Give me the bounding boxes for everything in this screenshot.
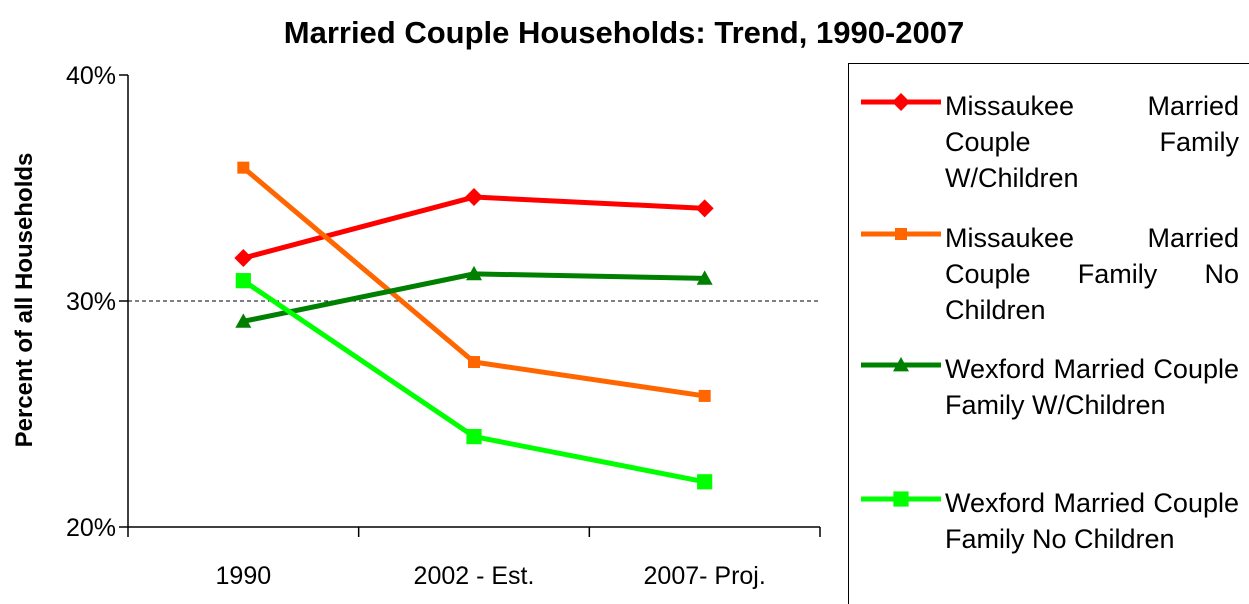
y-tick-label: 40% bbox=[66, 62, 116, 90]
data-point bbox=[237, 161, 250, 174]
legend-swatch bbox=[861, 491, 941, 507]
data-point bbox=[466, 265, 482, 281]
data-point bbox=[468, 356, 480, 369]
series-line bbox=[242, 271, 705, 324]
legend-swatch bbox=[861, 357, 941, 372]
y-tick-label: 30% bbox=[66, 288, 116, 316]
marker bbox=[893, 357, 909, 372]
data-point bbox=[697, 474, 713, 490]
data-point bbox=[695, 199, 714, 218]
x-tick-label: 1990 bbox=[216, 562, 272, 590]
legend: Missaukee Married Couple Family W/Childr… bbox=[848, 63, 1249, 604]
data-point bbox=[465, 188, 483, 207]
marker bbox=[893, 491, 909, 507]
data-point bbox=[466, 429, 482, 445]
legend-label: Wexford Married Couple Family No Childre… bbox=[945, 488, 1239, 554]
legend-swatch bbox=[861, 93, 941, 111]
data-point bbox=[698, 389, 711, 402]
legend-label: Missaukee Married Couple Family No Child… bbox=[945, 223, 1239, 325]
marker bbox=[892, 93, 910, 111]
chart-title: Married Couple Households: Trend, 1990-2… bbox=[284, 15, 964, 50]
data-point bbox=[234, 249, 253, 268]
y-tick-label: 20% bbox=[66, 514, 116, 542]
series-line bbox=[241, 278, 706, 485]
marker bbox=[895, 228, 907, 240]
data-point bbox=[235, 313, 252, 328]
data-point bbox=[235, 273, 251, 289]
x-tick-label: 2007- Proj. bbox=[644, 562, 766, 590]
y-axis-label: Percent of all Households bbox=[11, 153, 38, 448]
data-point bbox=[696, 270, 713, 285]
legend-label: Missaukee Married Couple Family W/Childr… bbox=[945, 91, 1239, 193]
legend-swatch bbox=[861, 228, 941, 240]
x-tick-label: 2002 - Est. bbox=[414, 562, 535, 590]
legend-label: Wexford Married Couple Family W/Children bbox=[945, 354, 1239, 420]
